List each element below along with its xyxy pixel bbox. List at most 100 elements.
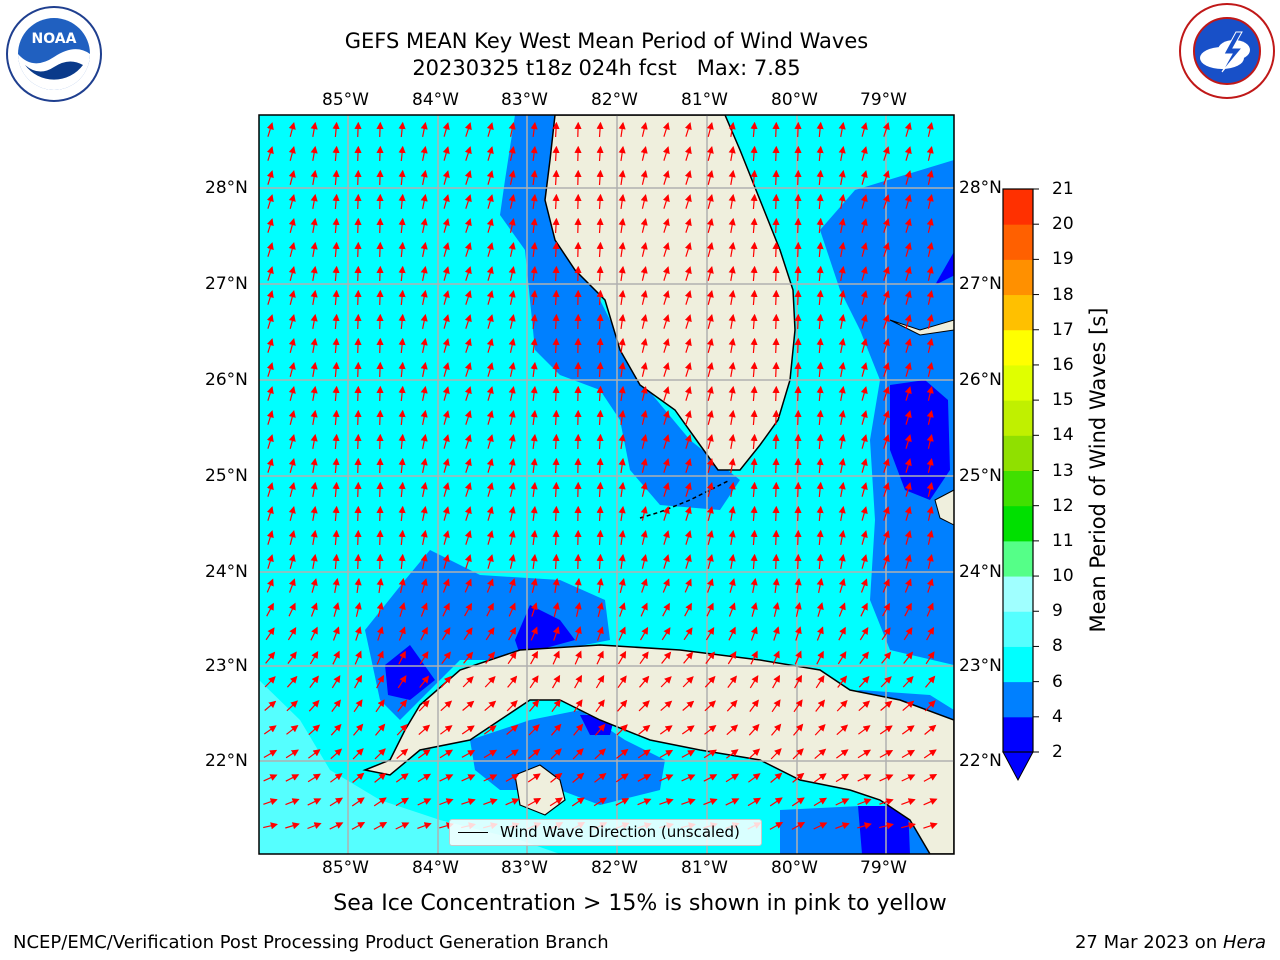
wind-wave-arrow xyxy=(376,409,384,426)
wind-wave-arrow xyxy=(684,506,692,521)
wind-wave-arrow xyxy=(794,169,802,186)
wind-wave-arrow xyxy=(860,530,868,545)
wind-wave-arrow xyxy=(706,338,714,353)
wind-wave-arrow xyxy=(464,554,472,569)
wind-wave-arrow xyxy=(398,529,406,546)
colorbar xyxy=(1002,188,1039,782)
wind-wave-arrow xyxy=(816,289,824,306)
wind-wave-arrow xyxy=(618,265,626,281)
wind-wave-arrow xyxy=(640,290,648,305)
legend-line-swatch xyxy=(458,832,488,833)
wind-wave-arrow xyxy=(266,506,274,521)
wind-wave-arrow xyxy=(419,675,430,688)
wind-wave-arrow xyxy=(354,577,362,593)
wind-wave-arrow xyxy=(332,529,340,546)
wind-wave-arrow xyxy=(420,433,428,450)
wind-wave-arrow xyxy=(288,386,296,401)
wind-wave-arrow xyxy=(530,553,538,569)
wind-wave-arrow xyxy=(640,482,648,497)
wind-wave-arrow xyxy=(750,650,758,665)
wind-wave-arrow xyxy=(442,122,450,137)
lat-label-right: 26°N xyxy=(959,370,1002,390)
wind-wave-arrow xyxy=(882,434,890,449)
wind-wave-arrow xyxy=(640,218,648,233)
wind-wave-arrow xyxy=(838,145,846,162)
lon-label-bottom: 84°W xyxy=(412,858,459,878)
wind-wave-arrow xyxy=(395,773,409,783)
wind-wave-arrow xyxy=(750,337,758,354)
wind-wave-arrow xyxy=(552,553,560,570)
wind-wave-arrow xyxy=(440,675,452,688)
wind-wave-arrow xyxy=(618,409,626,425)
wind-wave-arrow xyxy=(398,361,406,378)
wind-wave-arrow xyxy=(332,169,340,186)
wind-wave-arrow xyxy=(794,505,802,522)
wind-wave-arrow xyxy=(706,122,714,137)
wind-wave-arrow xyxy=(705,651,715,664)
wind-wave-arrow xyxy=(860,266,868,281)
wind-wave-arrow xyxy=(288,602,296,617)
wind-wave-arrow xyxy=(662,602,670,617)
wind-wave-arrow xyxy=(310,578,318,593)
wind-wave-arrow xyxy=(901,822,916,830)
wind-wave-arrow xyxy=(530,313,538,329)
wind-wave-arrow xyxy=(596,289,604,306)
wind-wave-arrow xyxy=(859,626,869,641)
wind-wave-arrow xyxy=(728,553,736,570)
wind-wave-arrow xyxy=(793,699,803,713)
colorbar-segment xyxy=(1003,400,1033,436)
wind-wave-arrow xyxy=(706,290,714,305)
wind-wave-arrow xyxy=(816,577,824,594)
wind-wave-arrow xyxy=(596,361,604,378)
wind-wave-arrow xyxy=(879,822,894,830)
wind-wave-arrow xyxy=(354,145,362,162)
wind-wave-arrow xyxy=(263,798,278,806)
wind-wave-arrow xyxy=(376,241,384,258)
wind-wave-arrow xyxy=(684,434,692,449)
wind-wave-arrow xyxy=(266,410,274,425)
wind-wave-arrow xyxy=(816,121,824,138)
wind-wave-arrow xyxy=(728,289,736,306)
wind-wave-arrow xyxy=(838,626,846,641)
wind-wave-arrow xyxy=(706,242,714,257)
wind-wave-arrow xyxy=(486,266,494,281)
wind-wave-arrow xyxy=(307,773,321,783)
wind-wave-arrow xyxy=(860,194,868,209)
wind-wave-arrow xyxy=(596,602,604,617)
wind-wave-arrow xyxy=(836,700,848,712)
wind-wave-arrow xyxy=(858,700,871,712)
wind-wave-arrow xyxy=(904,266,912,281)
wind-wave-arrow xyxy=(508,578,516,593)
wind-wave-arrow xyxy=(395,822,410,830)
wind-wave-arrow xyxy=(596,650,604,665)
wind-wave-arrow xyxy=(354,313,362,330)
wind-wave-arrow xyxy=(461,798,476,806)
wind-wave-arrow xyxy=(639,651,649,665)
wind-wave-arrow xyxy=(596,217,604,234)
lon-label-top: 80°W xyxy=(771,90,818,110)
wind-wave-arrow xyxy=(725,773,740,783)
wind-wave-arrow xyxy=(265,627,275,641)
wind-wave-arrow xyxy=(816,409,824,426)
wind-wave-arrow xyxy=(398,457,406,474)
wind-wave-arrow xyxy=(486,170,494,185)
wind-wave-arrow xyxy=(838,169,846,186)
wind-wave-arrow xyxy=(398,553,406,570)
wind-wave-arrow xyxy=(794,265,802,282)
wind-wave-arrow xyxy=(330,773,343,783)
wind-wave-arrow xyxy=(464,482,472,497)
wind-wave-arrow xyxy=(329,822,344,830)
wind-wave-arrow xyxy=(794,602,802,617)
wind-wave-arrow xyxy=(858,725,871,735)
wind-wave-arrow xyxy=(750,217,758,234)
wind-wave-arrow xyxy=(728,361,736,378)
wind-wave-arrow xyxy=(354,626,362,641)
wind-wave-arrow xyxy=(441,651,451,664)
wind-wave-arrow xyxy=(640,410,648,425)
wind-wave-arrow xyxy=(750,145,758,162)
wind-wave-arrow xyxy=(266,194,274,209)
wind-wave-arrow xyxy=(486,218,494,233)
wind-wave-arrow xyxy=(772,505,780,522)
wind-wave-arrow xyxy=(508,530,516,545)
wind-wave-arrow xyxy=(420,602,428,617)
